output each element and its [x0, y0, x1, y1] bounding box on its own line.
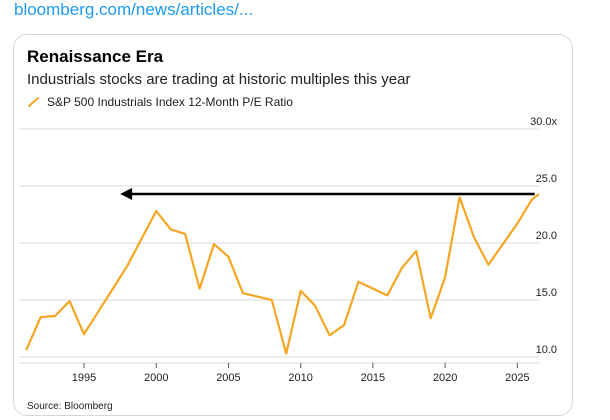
- article-link[interactable]: bloomberg.com/news/articles/...: [14, 0, 254, 19]
- y-axis-ticks: 10.0 15.0 20.0 25.0 30.0x: [530, 116, 557, 356]
- x-tick-label: 2005: [216, 372, 240, 384]
- y-tick-label: 25.0: [536, 173, 557, 185]
- x-axis-ticks: 1995 2000 2005 2010 2015 2020 2025: [72, 363, 530, 384]
- x-tick-label: 2020: [433, 372, 457, 384]
- y-tick-label: 30.0x: [530, 116, 557, 128]
- chart-source: Source: Bloomberg: [27, 401, 113, 412]
- y-tick-label: 15.0: [536, 287, 557, 299]
- annotations: [120, 187, 535, 200]
- legend-label: S&P 500 Industrials Index 12-Month P/E R…: [47, 95, 293, 109]
- series-line-0: [25, 193, 540, 355]
- chart-legend: S&P 500 Industrials Index 12-Month P/E R…: [27, 95, 293, 109]
- legend-line-icon: [28, 97, 39, 107]
- chart-title: Renaissance Era: [27, 47, 164, 66]
- y-tick-label: 20.0: [536, 230, 557, 242]
- y-tick-label: 10.0: [536, 344, 557, 356]
- chart-subtitle: Industrials stocks are trading at histor…: [27, 71, 411, 88]
- x-tick-label: 2015: [361, 372, 385, 384]
- x-tick-label: 1995: [72, 372, 96, 384]
- x-tick-label: 2000: [144, 372, 168, 384]
- annotation-arrow-head: [120, 187, 133, 200]
- pe-ratio-chart: 10.0 15.0 20.0 25.0 30.0x 1995 2000 2005 2010 20…: [19, 116, 557, 384]
- series-lines: [25, 193, 540, 355]
- x-tick-label: 2025: [505, 372, 529, 384]
- x-tick-label: 2010: [288, 372, 312, 384]
- link-preview-card[interactable]: Renaissance Era Industrials stocks are t…: [13, 34, 573, 416]
